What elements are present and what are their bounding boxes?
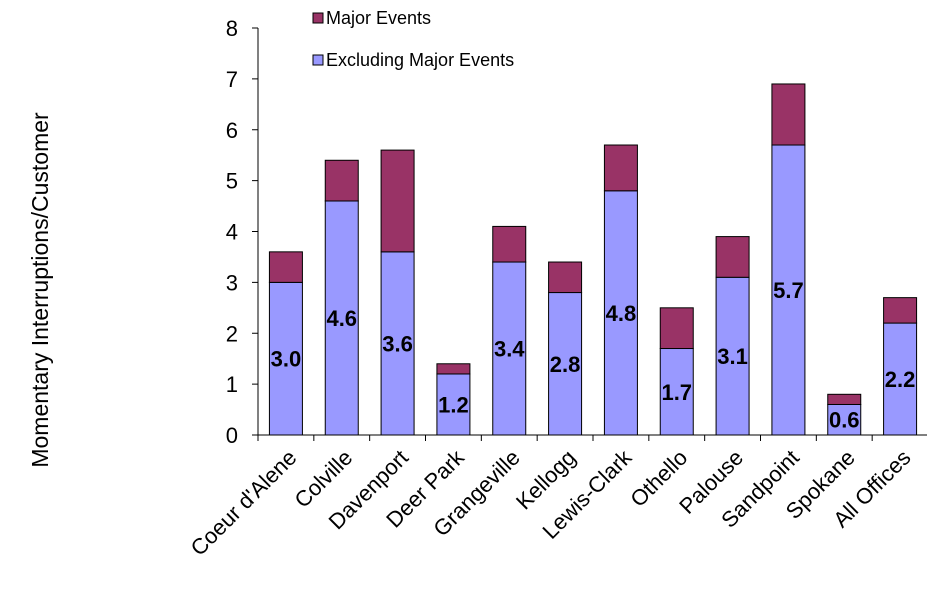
data-label: 3.1 (717, 344, 748, 369)
bar-major-events (268, 251, 303, 283)
bar-excluding-major-events (380, 251, 415, 436)
y-tick-label: 7 (226, 67, 238, 92)
bar-excluding-major-events (603, 190, 638, 436)
bar-major-events (380, 149, 415, 253)
bar-major-events (827, 393, 862, 405)
bar-excluding-major-events (659, 348, 694, 436)
data-label: 0.6 (829, 408, 860, 433)
bar-major-events (659, 307, 694, 350)
data-label: 3.0 (271, 347, 302, 372)
data-label: 3.4 (494, 337, 525, 362)
data-label: 4.8 (606, 301, 637, 326)
x-tick-label: Coeur d'Alene (186, 445, 302, 561)
data-label: 2.8 (550, 352, 581, 377)
bar-excluding-major-events (268, 281, 303, 436)
legend-label: Excluding Major Events (326, 50, 514, 70)
bar-excluding-major-events (715, 276, 750, 436)
legend: Major Events Excluding Major Events (312, 8, 514, 70)
bar-excluding-major-events (548, 292, 583, 436)
bar-major-events (603, 144, 638, 192)
data-label: 5.7 (773, 278, 804, 303)
y-tick-label: 5 (226, 169, 238, 194)
bar-excluding-major-events (771, 144, 806, 436)
y-tick-label: 0 (226, 423, 238, 448)
y-tick-label: 8 (226, 16, 238, 41)
y-tick-label: 2 (226, 321, 238, 346)
y-tick-label: 3 (226, 270, 238, 295)
y-tick-label: 6 (226, 118, 238, 143)
bar-excluding-major-events (324, 200, 359, 436)
data-label: 1.7 (661, 380, 692, 405)
bar-major-events (436, 363, 471, 375)
y-tick-label: 1 (226, 372, 238, 397)
bar-major-events (771, 83, 806, 146)
legend-swatch (312, 12, 324, 24)
bar-major-events (324, 159, 359, 202)
data-label: 2.2 (885, 367, 916, 392)
data-label: 4.6 (326, 306, 357, 331)
bar-excluding-major-events (827, 403, 862, 436)
data-label: 1.2 (438, 392, 469, 417)
bar-major-events (715, 236, 750, 278)
data-label: 3.6 (382, 331, 413, 356)
legend-swatch (312, 54, 324, 66)
legend-label: Major Events (326, 8, 431, 28)
bar-excluding-major-events (492, 261, 527, 436)
y-axis-label: Momentary Interruptions/Customer (27, 112, 53, 468)
bar-major-events (548, 261, 583, 294)
bar-major-events (883, 297, 918, 324)
y-tick-label: 4 (226, 220, 238, 245)
bar-major-events (492, 225, 527, 263)
